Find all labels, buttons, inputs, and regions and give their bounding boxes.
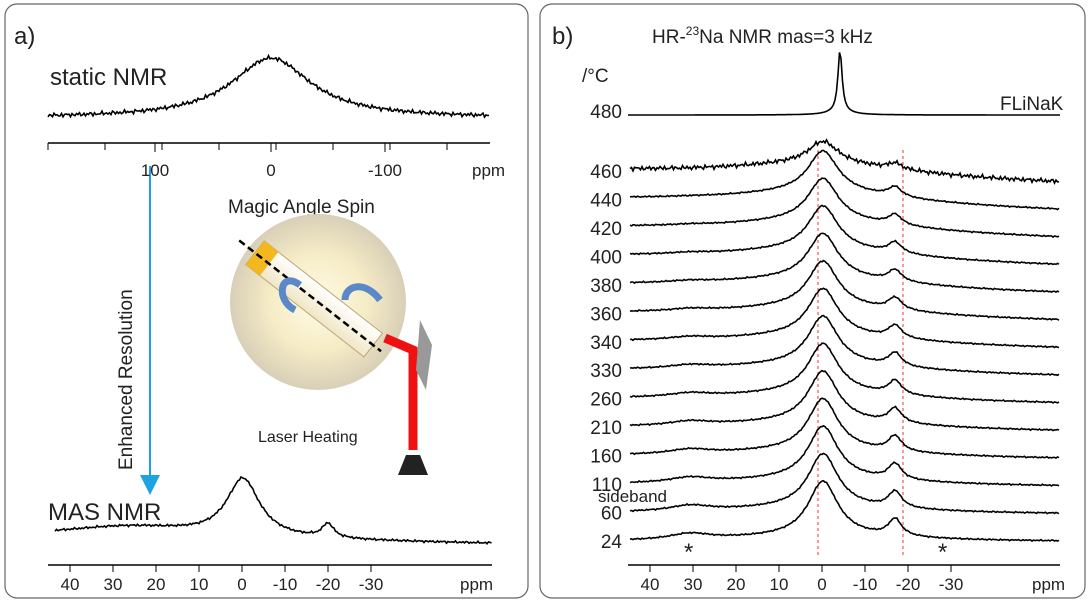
spectrum	[629, 397, 1060, 460]
temp-label: 400	[590, 247, 622, 268]
panel-b: b) HR-23Na NMR mas=3 kHz /°C 480 FLiNaK …	[552, 23, 1065, 594]
unit-label: ppm	[472, 161, 505, 180]
spectrum	[629, 452, 1060, 515]
spectrum	[54, 475, 492, 546]
temp-label: 24	[601, 532, 623, 553]
temp-label: 160	[590, 447, 622, 468]
temp-label: 340	[590, 333, 622, 354]
tick-label: -10	[853, 575, 878, 594]
sideband-label: sideband	[598, 487, 667, 506]
laser	[383, 333, 418, 450]
unit-label: ppm	[1032, 575, 1065, 594]
rotor	[238, 239, 384, 358]
tick-label: 0	[266, 161, 275, 180]
spectrum	[629, 259, 1060, 321]
spectrum	[629, 479, 1060, 543]
tick-label: 100	[141, 161, 169, 180]
tick-label: -20	[316, 575, 341, 594]
tick-label: -100	[368, 161, 402, 180]
panel-a-frame	[4, 3, 529, 599]
spin-arrow	[341, 283, 383, 303]
spectrum	[629, 177, 1060, 239]
panel-label: a)	[14, 23, 35, 50]
spectrum	[629, 138, 1060, 186]
mirror	[416, 320, 432, 390]
tick-label: 40	[641, 575, 660, 594]
tick-label: -10	[273, 575, 298, 594]
spectrum	[47, 53, 490, 119]
panel-b-frame	[539, 3, 1086, 599]
title-rest: Na NMR mas=3 kHz	[699, 27, 873, 48]
title-prefix: HR-	[652, 27, 686, 48]
tick-label: 30	[684, 575, 703, 594]
spin-label: Magic Angle Spin	[228, 197, 375, 218]
temp-label: 330	[590, 361, 622, 382]
temp-label: 420	[590, 219, 622, 240]
title: HR-23Na NMR mas=3 kHz	[652, 24, 873, 48]
spectrum	[629, 232, 1060, 294]
temp-label: 480	[590, 102, 622, 123]
spectrum	[629, 342, 1060, 404]
tick-label: 0	[237, 575, 246, 594]
tick-label: -20	[896, 575, 921, 594]
tick-label: 40	[61, 575, 80, 594]
spectrum	[629, 149, 1060, 211]
spectrum	[629, 287, 1060, 349]
star: *	[684, 539, 693, 566]
static-label: static NMR	[50, 64, 167, 91]
sample-label: FLiNaK	[1000, 94, 1064, 115]
spectrum	[628, 52, 1060, 116]
unit-label: ppm	[460, 575, 493, 594]
arrow-label: Enhanced Resolution	[116, 289, 137, 470]
temp-label: 380	[590, 276, 622, 297]
temp-label: 110	[592, 475, 622, 496]
tick-label: 20	[147, 575, 166, 594]
temp-label: 260	[590, 390, 622, 411]
tick-label: 20	[727, 575, 746, 594]
panel-a: a) static NMR Enhanced Resolution Magic …	[14, 23, 505, 594]
laser-label: Laser Heating	[258, 429, 358, 446]
temp-label: 60	[601, 504, 622, 525]
star: *	[938, 539, 947, 566]
temp-unit: /°C	[582, 66, 609, 87]
tick-label: 0	[817, 575, 826, 594]
spectrum	[629, 369, 1060, 432]
mas-label: MAS NMR	[48, 499, 161, 526]
temp-label: 360	[590, 304, 622, 325]
tick-label: -30	[359, 575, 384, 594]
spectrum	[629, 204, 1060, 266]
tick-label: 10	[190, 575, 209, 594]
temp-label: 440	[590, 190, 622, 211]
panel-label: b)	[552, 23, 573, 50]
temp-label: 210	[590, 418, 622, 439]
laser-source	[398, 455, 428, 475]
tick-label: 30	[104, 575, 123, 594]
tick-label: -30	[939, 575, 964, 594]
spectrum	[629, 314, 1060, 377]
temp-label: 460	[590, 162, 622, 183]
tick-label: 10	[770, 575, 789, 594]
title-sup: 23	[686, 24, 700, 38]
spin-arrow	[278, 277, 303, 314]
spectrum	[629, 424, 1060, 488]
